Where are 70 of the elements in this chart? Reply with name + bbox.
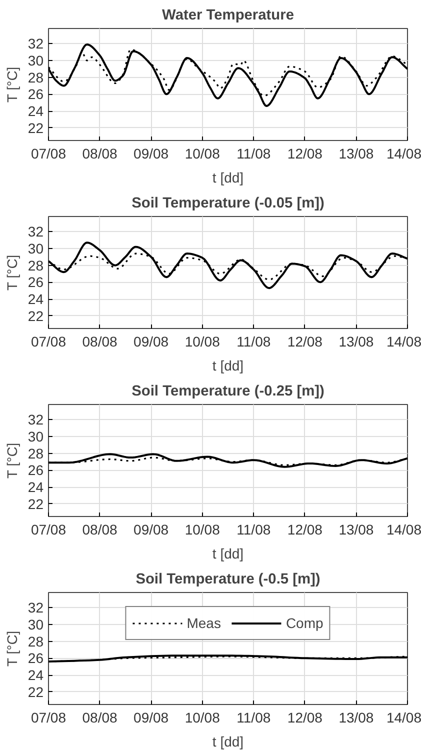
chart-title: Soil Temperature (-0.25 [m]) bbox=[132, 384, 324, 400]
y-tick-label: 26 bbox=[28, 86, 44, 102]
x-axis-title: t [dd] bbox=[212, 170, 244, 186]
x-tick-label: 12/08 bbox=[287, 710, 323, 726]
x-tick-label: 09/08 bbox=[134, 146, 169, 162]
x-tick-label: 09/08 bbox=[134, 334, 169, 350]
x-tick-label: 14/08 bbox=[386, 710, 421, 726]
y-tick-label: 26 bbox=[28, 650, 44, 666]
x-tick-label: 10/08 bbox=[184, 710, 220, 726]
y-tick-label: 30 bbox=[28, 428, 44, 444]
y-tick-label: 24 bbox=[28, 103, 44, 120]
y-tick-label: 24 bbox=[28, 667, 44, 684]
x-tick-label: 07/08 bbox=[30, 146, 66, 162]
x-tick-label: 08/08 bbox=[82, 334, 118, 350]
y-tick-label: 24 bbox=[28, 479, 44, 496]
chart-title: Water Temperature bbox=[162, 8, 294, 24]
y-tick-label: 32 bbox=[28, 36, 44, 52]
x-tick-label: 11/08 bbox=[236, 334, 271, 350]
x-tick-label: 07/08 bbox=[30, 710, 66, 726]
chart-title: Soil Temperature (-0.05 [m]) bbox=[132, 196, 324, 212]
x-tick-label: 07/08 bbox=[30, 522, 66, 538]
x-tick-label: 10/08 bbox=[184, 146, 220, 162]
x-tick-label: 11/08 bbox=[236, 522, 271, 538]
x-tick-label: 14/08 bbox=[386, 146, 421, 162]
y-tick-label: 24 bbox=[28, 291, 44, 308]
y-tick-label: 22 bbox=[28, 120, 44, 136]
y-tick-label: 22 bbox=[28, 496, 44, 512]
legend-label: Meas bbox=[186, 615, 221, 631]
x-tick-label: 11/08 bbox=[236, 146, 271, 162]
x-tick-label: 13/08 bbox=[338, 522, 374, 538]
x-tick-label: 08/08 bbox=[82, 146, 118, 162]
y-tick-label: 32 bbox=[28, 224, 44, 240]
y-tick-label: 28 bbox=[28, 69, 44, 86]
x-tick-label: 14/08 bbox=[386, 522, 421, 538]
y-tick-label: 22 bbox=[28, 684, 44, 700]
x-axis-title: t [dd] bbox=[212, 546, 244, 562]
x-axis-title: t [dd] bbox=[212, 358, 244, 374]
x-tick-label: 13/08 bbox=[338, 710, 374, 726]
y-tick-label: 28 bbox=[28, 633, 44, 650]
legend-label: Comp bbox=[286, 615, 324, 631]
x-tick-label: 12/08 bbox=[287, 146, 323, 162]
x-tick-label: 08/08 bbox=[82, 522, 118, 538]
y-tick-label: 32 bbox=[28, 600, 44, 616]
x-tick-label: 08/08 bbox=[82, 710, 118, 726]
x-tick-label: 12/08 bbox=[287, 334, 323, 350]
x-axis-title: t [dd] bbox=[212, 734, 244, 750]
y-tick-label: 30 bbox=[28, 240, 44, 256]
y-axis-title: T [°C] bbox=[4, 442, 20, 478]
x-tick-label: 10/08 bbox=[184, 522, 220, 538]
y-tick-label: 26 bbox=[28, 462, 44, 478]
x-tick-label: 14/08 bbox=[386, 334, 421, 350]
y-axis-title: T [°C] bbox=[4, 254, 20, 290]
y-tick-label: 32 bbox=[28, 412, 44, 428]
x-tick-label: 13/08 bbox=[338, 334, 374, 350]
y-tick-label: 28 bbox=[28, 257, 44, 274]
x-tick-label: 09/08 bbox=[134, 522, 169, 538]
y-tick-label: 22 bbox=[28, 308, 44, 324]
x-tick-label: 09/08 bbox=[134, 710, 169, 726]
y-axis-title: T [°C] bbox=[4, 630, 20, 666]
x-tick-label: 10/08 bbox=[184, 334, 220, 350]
y-tick-label: 30 bbox=[28, 616, 44, 632]
x-tick-label: 07/08 bbox=[30, 334, 66, 350]
chart-title: Soil Temperature (-0.5 [m]) bbox=[136, 572, 320, 588]
y-tick-label: 30 bbox=[28, 52, 44, 68]
y-axis-title: T [°C] bbox=[4, 66, 20, 102]
y-tick-label: 26 bbox=[28, 274, 44, 290]
x-tick-label: 13/08 bbox=[338, 146, 374, 162]
y-tick-label: 28 bbox=[28, 445, 44, 462]
x-tick-label: 11/08 bbox=[236, 710, 271, 726]
x-tick-label: 12/08 bbox=[287, 522, 323, 538]
